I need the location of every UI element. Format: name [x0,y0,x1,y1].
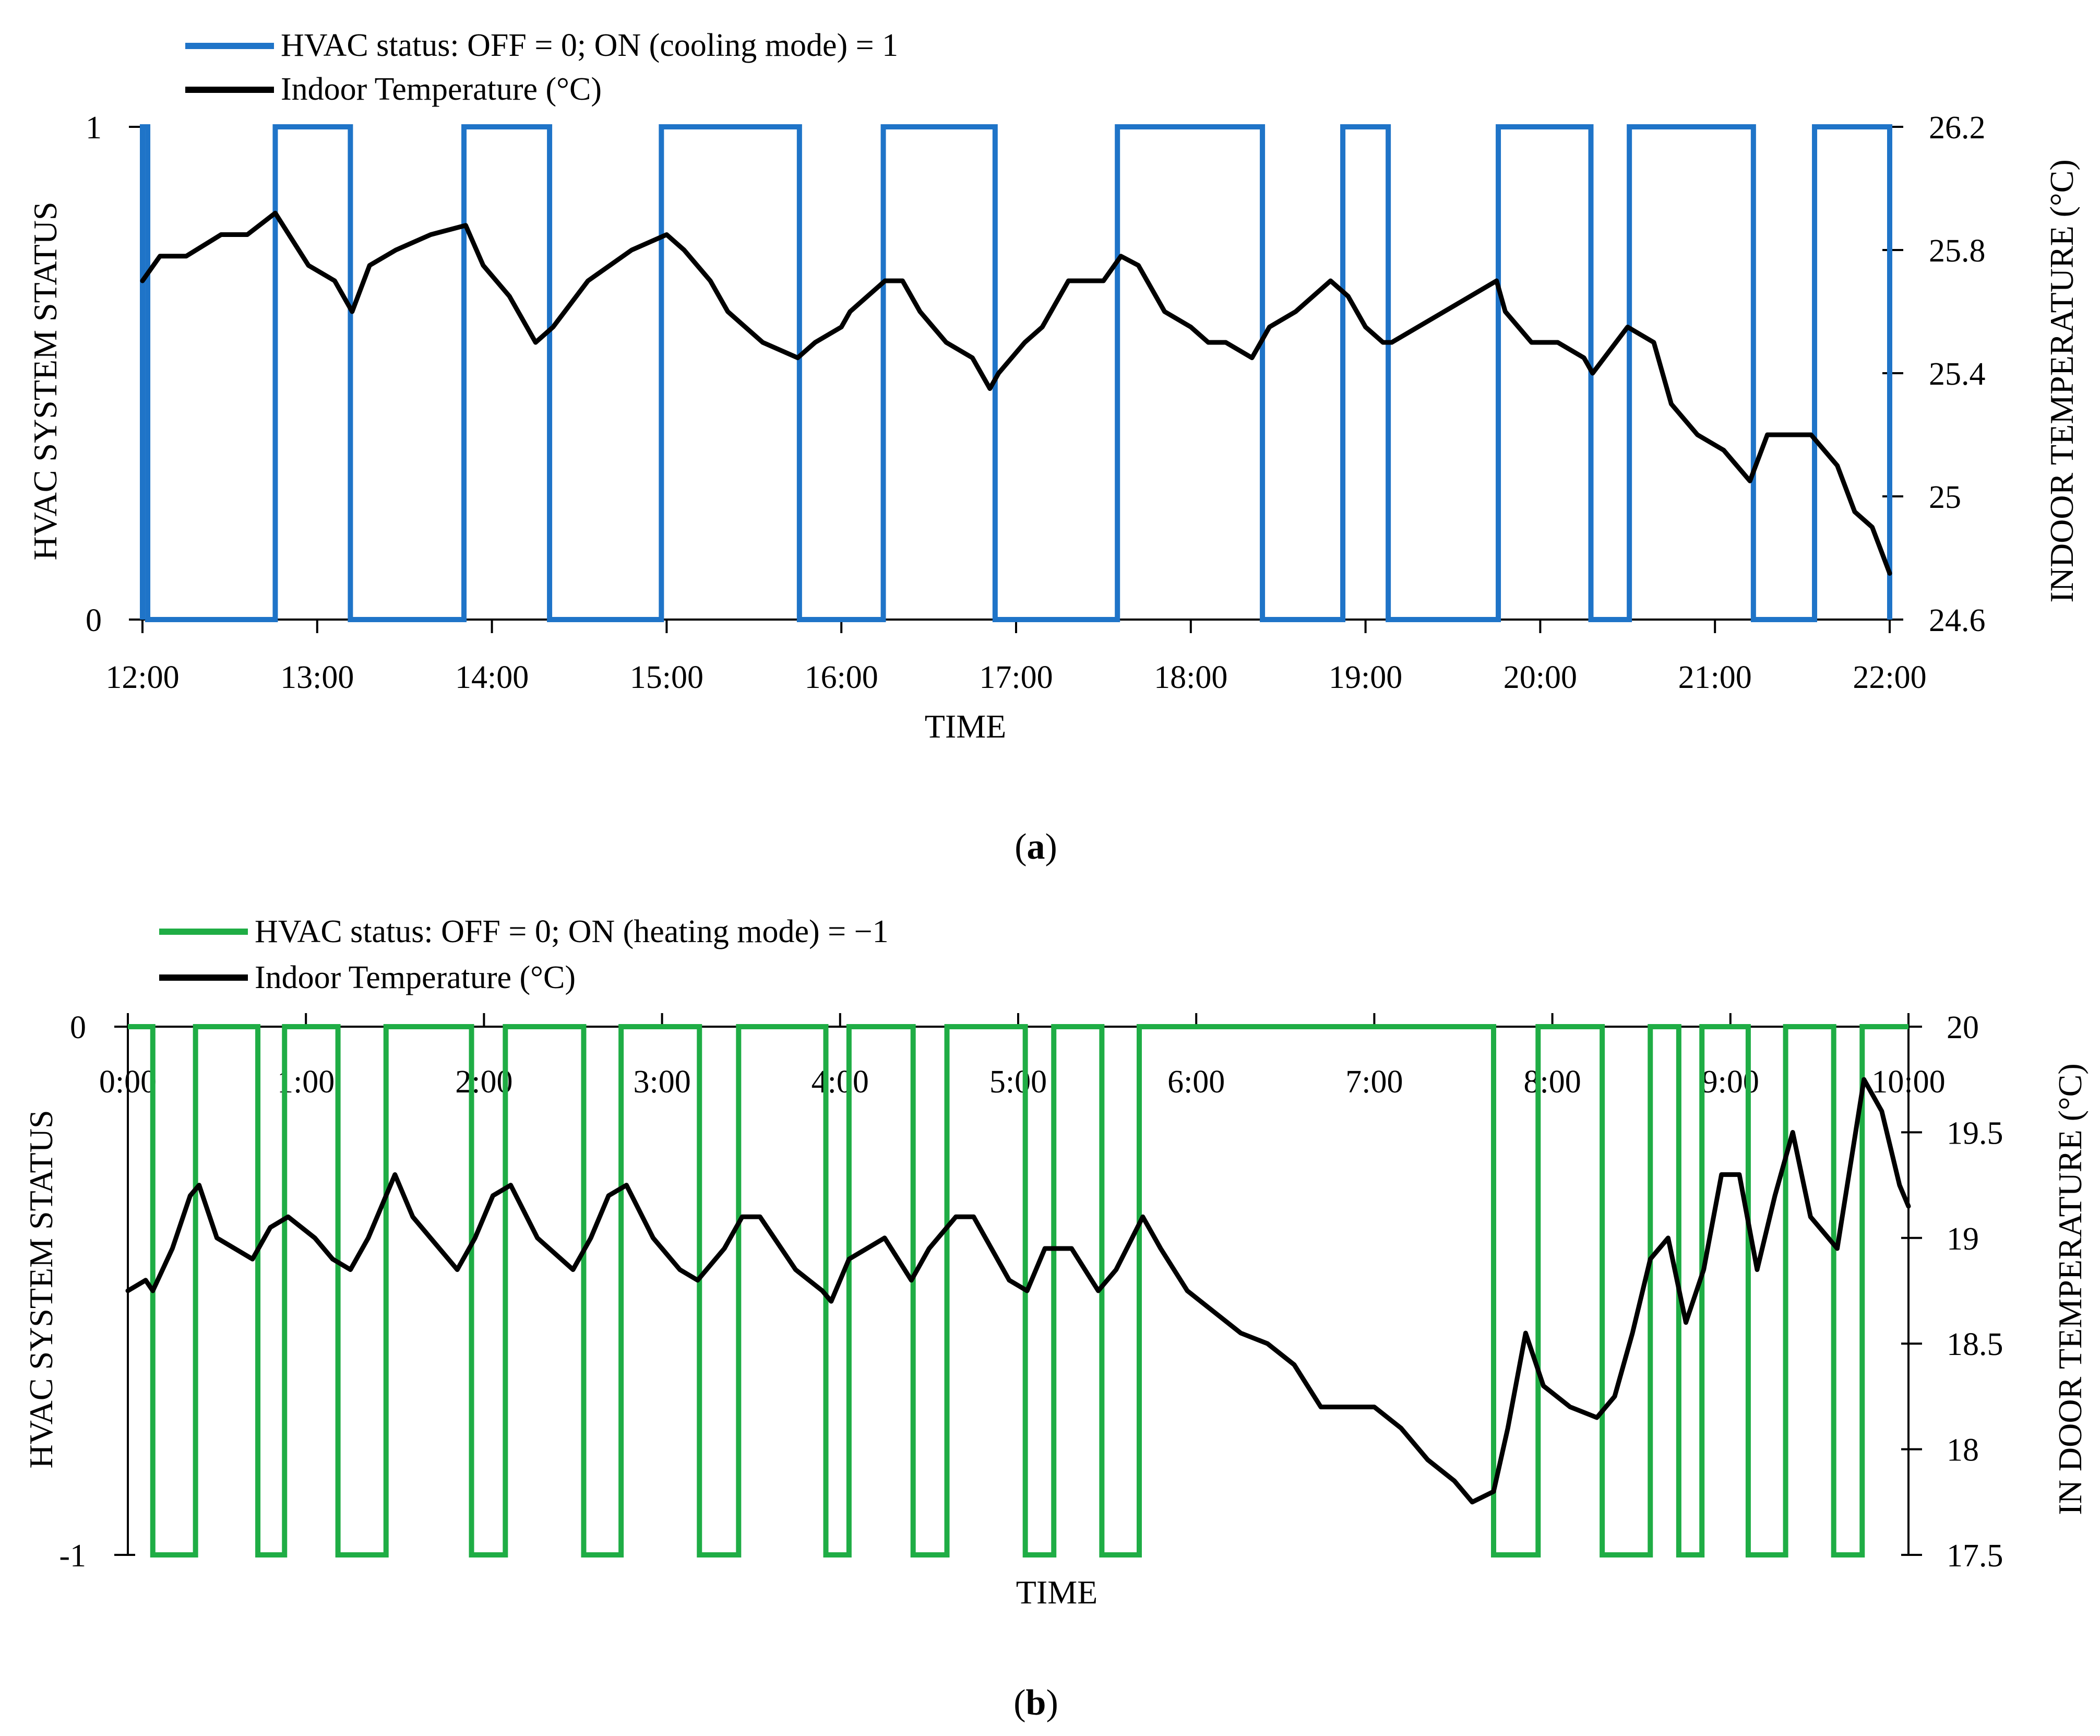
panel-b-right-axis-label: IN DOOR TEMPERATURE (°C) [2051,1063,2089,1515]
panel-a-axes: 12:00 13:00 14:00 15:00 16:00 17:00 18:00 19:00… [86,110,1986,695]
panel-a-left-axis-label: HVAC SYSTEM STATUS [27,201,64,560]
panel-b-legend: HVAC status: OFF = 0; ON (heating mode) … [159,914,889,995]
panel-b-caption: (b) [1013,1683,1058,1723]
panel-a-legend-temp-label: Indoor Temperature (°C) [281,72,602,107]
x-tick-label: 7:00 [1345,1064,1403,1100]
panel-a-legend: HVAC status: OFF = 0; ON (cooling mode) … [185,28,898,107]
panel-b-axes: 0:00 1:00 2:00 3:00 4:00 5:00 6:00 7:00 8:00 9:00… [59,1010,2003,1574]
panel-a-hvac-series [140,124,1892,622]
x-tick-label: 4:00 [812,1064,869,1100]
right-y-tick-label: 18.5 [1947,1327,2003,1362]
panel-a-temperature-series [140,210,1892,576]
right-y-tick-label: 26.2 [1929,110,1986,146]
right-y-tick-label: 25.4 [1929,356,1986,392]
right-y-tick-label: 25 [1929,480,1961,515]
x-tick-label: 12:00 [105,660,179,695]
panel-a-caption-letter: a [1027,827,1045,867]
panel-a-chart: HVAC status: OFF = 0; ON (cooling mode) … [27,28,2080,867]
x-tick-label: 19:00 [1329,660,1402,695]
x-tick-label: 15:00 [630,660,703,695]
right-y-tick-label: 25.8 [1929,233,1986,269]
panel-b-caption-letter: b [1026,1683,1046,1723]
panel-b-x-axis-label: TIME [1016,1574,1097,1611]
panel-b-hvac-series [128,1024,1908,1557]
right-y-tick-label: 20 [1947,1010,1979,1045]
x-tick-label: 13:00 [280,660,354,695]
left-y-tick-label: -1 [59,1538,86,1574]
right-y-tick-label: 24.6 [1929,603,1986,638]
x-tick-label: 18:00 [1154,660,1227,695]
panel-b-legend-hvac-label: HVAC status: OFF = 0; ON (heating mode) … [255,914,889,949]
x-tick-label: 16:00 [805,660,878,695]
right-y-tick-label: 19.5 [1947,1115,2003,1151]
x-tick-label: 6:00 [1167,1064,1225,1100]
x-tick-label: 22:00 [1853,660,1926,695]
left-y-tick-label: 0 [70,1010,86,1045]
panel-b-chart: HVAC status: OFF = 0; ON (heating mode) … [22,914,2089,1723]
hvac-status-line [128,1024,1908,1557]
x-tick-label: 8:00 [1523,1064,1581,1100]
x-tick-label: 14:00 [455,660,529,695]
left-y-tick-label: 1 [86,110,102,146]
panel-b-legend-temp-label: Indoor Temperature (°C) [255,960,576,995]
x-tick-label: 10:00 [1871,1064,1945,1100]
x-tick-label: 21:00 [1678,660,1752,695]
panel-a-right-axis-label: INDOOR TEMPERATURE (°C) [2043,159,2080,602]
panel-a-x-axis-label: TIME [925,708,1006,745]
panel-a-legend-hvac-label: HVAC status: OFF = 0; ON (cooling mode) … [281,28,898,63]
x-tick-label: 5:00 [989,1064,1047,1100]
indoor-temperature-line [140,210,1892,576]
x-tick-label: 3:00 [633,1064,690,1100]
indoor-temperature-line [125,1077,1911,1505]
panel-b-temperature-series [125,1077,1911,1505]
left-y-tick-label: 0 [86,603,102,638]
panel-b-left-axis-label: HVAC SYSTEM STATUS [22,1110,59,1468]
panel-a-caption: (a) [1015,827,1057,867]
x-tick-label: 17:00 [979,660,1053,695]
right-y-tick-label: 19 [1947,1221,1979,1257]
right-y-tick-label: 17.5 [1947,1538,2003,1574]
hvac-status-line [140,124,1892,622]
x-tick-label: 0:00 [99,1064,157,1100]
x-tick-label: 20:00 [1504,660,1577,695]
right-y-tick-label: 18 [1947,1433,1979,1468]
